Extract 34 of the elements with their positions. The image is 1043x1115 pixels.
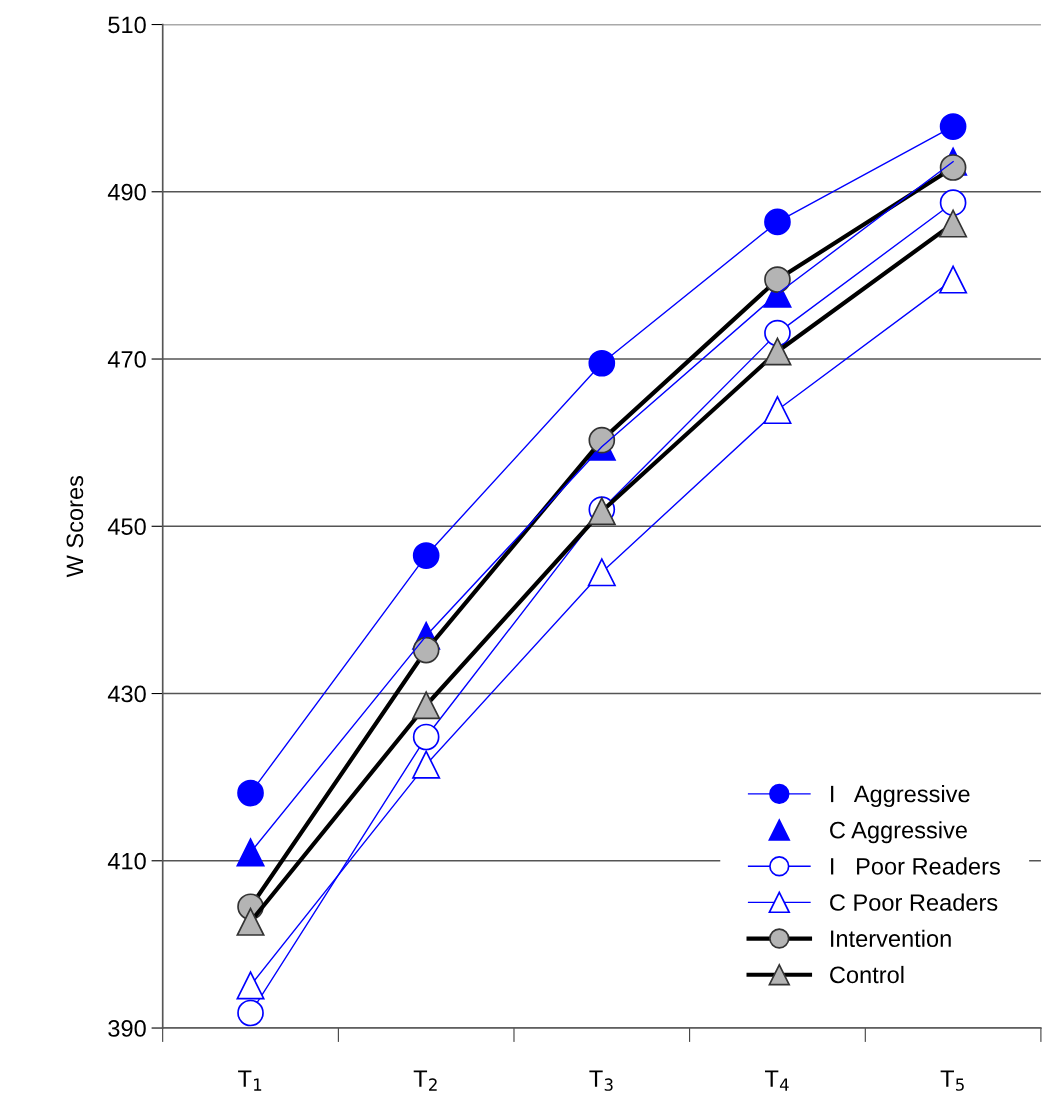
point <box>237 999 264 1027</box>
point <box>939 113 967 140</box>
y-tick-label: 390 <box>108 1020 146 1037</box>
legend-label: I Poor Readers <box>831 857 1000 875</box>
point <box>236 971 265 1000</box>
x-tick-label: T$_{2}$ <box>413 1070 437 1091</box>
point <box>939 265 968 294</box>
y-tick-label: 510 <box>108 16 146 34</box>
legend-label: C Poor Readers <box>830 893 998 911</box>
legend-label: Intervention <box>831 929 951 948</box>
point <box>237 779 264 807</box>
y-tick-label: 450 <box>107 518 146 536</box>
point <box>939 189 967 216</box>
x-tick-label: T$_{3}$ <box>589 1070 613 1091</box>
point <box>412 542 440 569</box>
point <box>763 396 792 425</box>
point <box>588 349 616 377</box>
point <box>236 838 265 867</box>
y-tick-label: 430 <box>107 685 146 703</box>
y-tick-label: 410 <box>107 852 146 870</box>
point <box>412 723 440 751</box>
x-tick-label: T$_{5}$ <box>940 1070 964 1091</box>
y-tick-label: 490 <box>107 183 146 201</box>
point <box>412 750 441 779</box>
legend-label: Control <box>830 965 904 984</box>
point <box>587 558 616 587</box>
x-tick-label: T$_{4}$ <box>765 1070 789 1091</box>
x-tick-label: T$_{1}$ <box>238 1070 262 1091</box>
y-axis-title: W Scores <box>66 475 84 578</box>
y-tick-label: 470 <box>107 351 146 368</box>
point <box>764 319 791 347</box>
point <box>764 208 791 236</box>
legend-label: I Aggressive <box>831 785 970 808</box>
legend-label: C Aggressive <box>830 821 967 844</box>
